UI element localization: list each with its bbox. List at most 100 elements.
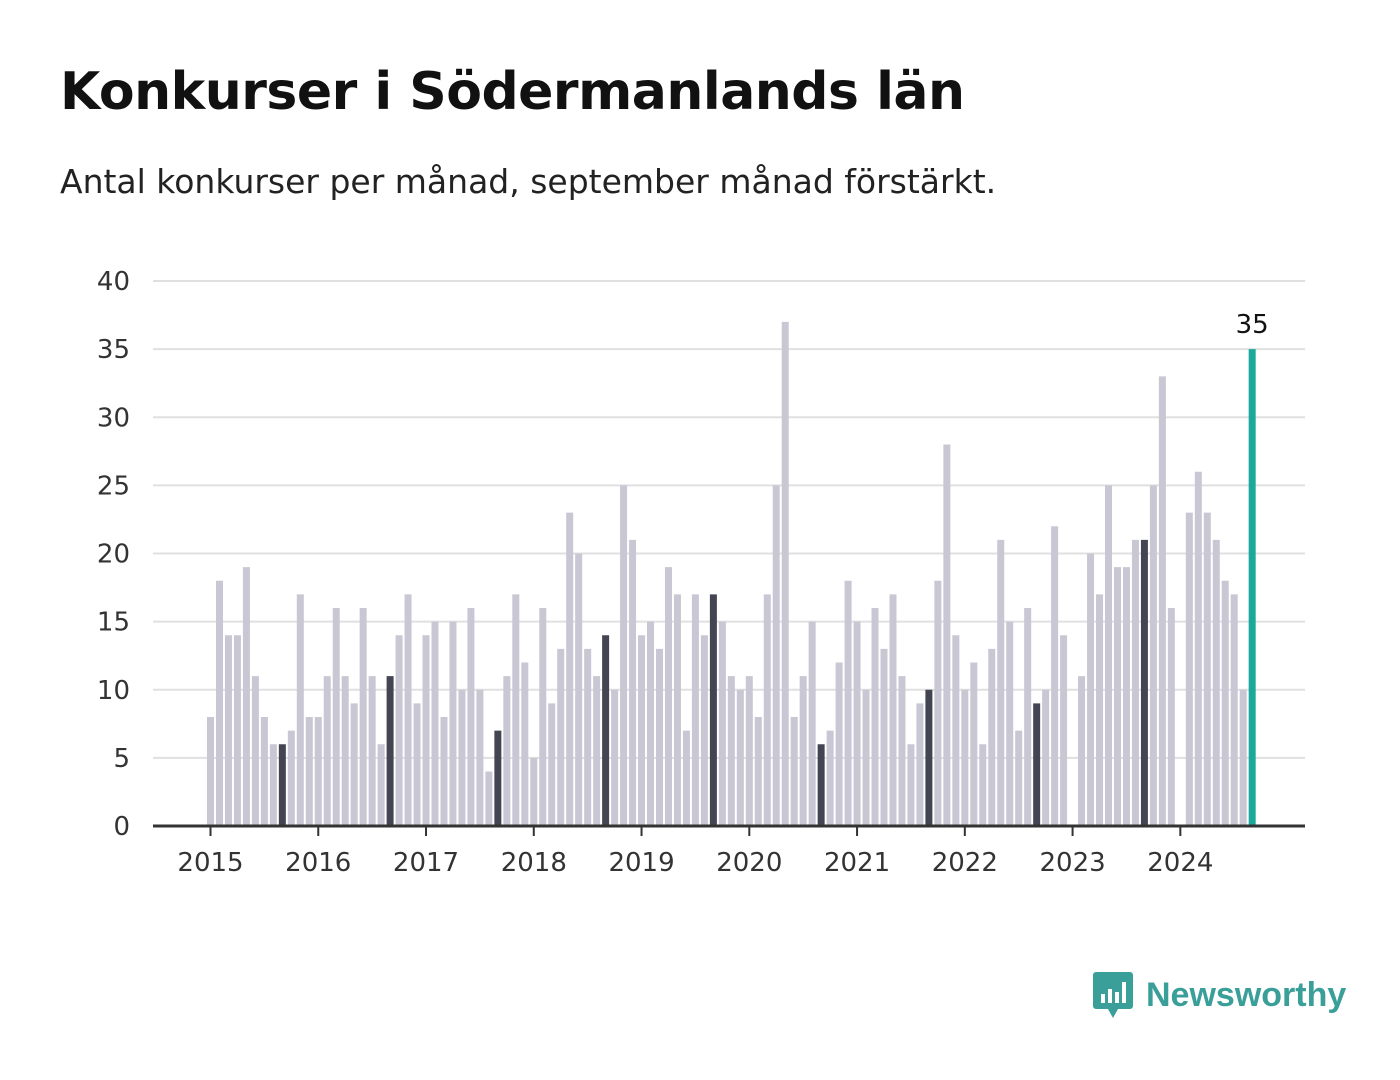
bar <box>467 608 475 826</box>
bar <box>287 730 295 827</box>
bar-september <box>709 594 717 827</box>
bar <box>1239 689 1247 826</box>
bar <box>207 717 214 826</box>
bar <box>485 771 493 826</box>
bar <box>656 648 663 827</box>
bar <box>341 676 349 827</box>
bar <box>359 608 367 826</box>
bar <box>682 730 690 827</box>
y-axis-ticks: 0 5 10 15 20 25 30 35 40 <box>97 267 130 842</box>
bar <box>754 717 762 826</box>
bar <box>260 717 268 826</box>
bar-september <box>494 730 502 827</box>
y-tick-label: 15 <box>97 608 130 638</box>
bar <box>880 648 888 827</box>
bar <box>431 621 439 827</box>
y-tick-label: 5 <box>113 744 130 774</box>
bar <box>1087 553 1095 826</box>
bar <box>790 717 798 826</box>
bar <box>638 635 646 826</box>
bar <box>799 676 807 827</box>
y-tick-label: 25 <box>97 471 130 501</box>
bar <box>808 621 816 827</box>
bar <box>772 485 780 827</box>
bar <box>1212 539 1220 827</box>
y-tick-label: 20 <box>97 540 130 570</box>
bar <box>979 744 987 826</box>
y-tick-label: 10 <box>97 676 130 706</box>
newsworthy-brand: Newsworthy <box>1092 970 1346 1020</box>
bar <box>521 662 529 826</box>
bar <box>835 662 843 826</box>
bar <box>647 621 655 827</box>
chart-subtitle: Antal konkurser per månad, september mån… <box>60 162 997 201</box>
bar <box>530 757 538 827</box>
bar <box>215 580 223 826</box>
bar <box>584 648 592 827</box>
bar <box>413 703 421 827</box>
bar <box>350 703 358 827</box>
bar <box>727 676 735 827</box>
bar <box>314 717 322 826</box>
bar <box>745 676 753 827</box>
bar <box>700 635 708 826</box>
x-tick-label: 2022 <box>932 848 998 878</box>
bar <box>871 608 879 826</box>
bar <box>539 608 547 826</box>
bar <box>1167 608 1175 826</box>
gridlines <box>153 280 1305 759</box>
bar <box>853 621 861 827</box>
bar <box>1105 485 1112 827</box>
bar <box>664 567 672 827</box>
bar <box>1078 676 1086 827</box>
bar <box>961 689 969 826</box>
bar <box>575 553 583 826</box>
bar-september <box>386 676 394 827</box>
bar <box>1230 594 1238 827</box>
bar <box>593 676 601 827</box>
bar <box>1006 621 1014 827</box>
bar <box>611 689 619 826</box>
bar <box>233 635 241 826</box>
bar <box>395 635 403 826</box>
bar <box>898 676 906 827</box>
x-tick-label: 2019 <box>608 848 674 878</box>
x-tick-label: 2024 <box>1147 848 1213 878</box>
bar <box>269 744 277 826</box>
bars <box>207 321 1256 827</box>
x-tick-label: 2021 <box>824 848 890 878</box>
bar <box>422 635 430 826</box>
newsworthy-wordmark: Newsworthy <box>1146 975 1347 1014</box>
bar <box>1051 526 1059 826</box>
bar <box>566 512 574 827</box>
bar <box>449 621 457 827</box>
bar <box>224 635 232 826</box>
bar <box>673 594 681 827</box>
bar <box>988 648 996 827</box>
bar-september <box>925 689 933 826</box>
bar <box>1024 608 1032 826</box>
bar <box>907 744 915 826</box>
bar <box>1122 567 1130 827</box>
bar <box>862 689 870 826</box>
bar <box>763 594 771 827</box>
bar <box>548 703 556 827</box>
x-tick-label: 2023 <box>1039 848 1105 878</box>
y-tick-label: 35 <box>97 335 130 365</box>
bar <box>305 717 313 826</box>
x-tick-label: 2018 <box>501 848 567 878</box>
x-tick-label: 2017 <box>393 848 459 878</box>
x-tick-label: 2020 <box>716 848 782 878</box>
bar-september <box>1140 539 1148 827</box>
bar <box>691 594 699 827</box>
bar <box>323 676 331 827</box>
bar <box>629 539 637 827</box>
bar <box>1149 485 1157 827</box>
bar <box>997 539 1005 827</box>
bar <box>404 594 412 827</box>
x-tick-label: 2016 <box>285 848 351 878</box>
bar <box>377 744 385 826</box>
x-tick-label: 2015 <box>177 848 243 878</box>
bar <box>557 648 565 827</box>
